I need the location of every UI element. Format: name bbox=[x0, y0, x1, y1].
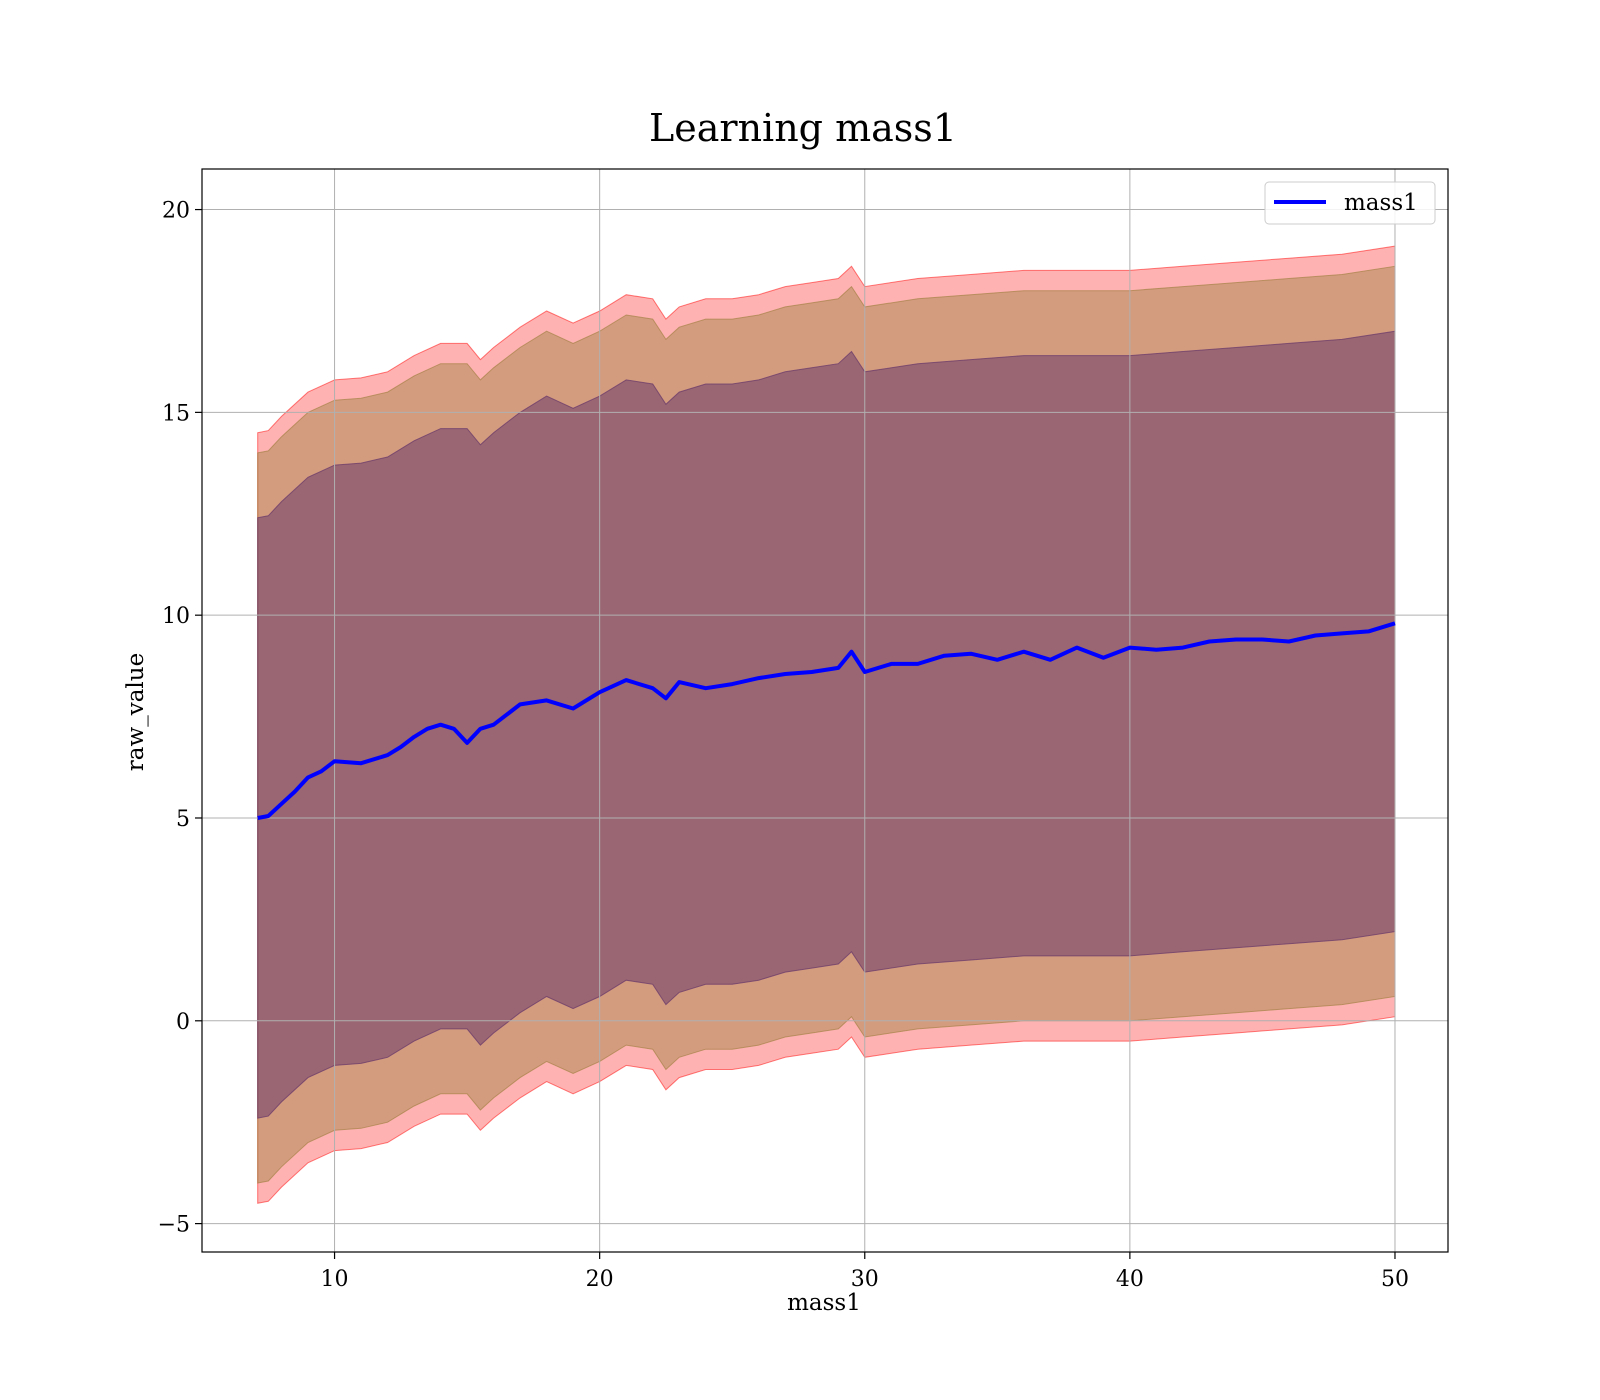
grid bbox=[202, 169, 1448, 1252]
x-tick-label: 30 bbox=[851, 1267, 879, 1292]
confidence-bands bbox=[257, 245, 1396, 1204]
legend: mass1 bbox=[1264, 181, 1436, 225]
x-axis: 10 20 30 40 50 bbox=[321, 1252, 1409, 1292]
series-lines bbox=[257, 621, 1396, 820]
series-line-mass1 bbox=[257, 621, 1396, 820]
chart-title: Learning mass1 bbox=[649, 106, 957, 150]
x-axis-label: mass1 bbox=[787, 1290, 861, 1316]
plot-area-frame bbox=[201, 168, 1449, 1253]
legend-label-mass1: mass1 bbox=[1344, 190, 1418, 216]
y-tick-label: −5 bbox=[158, 1213, 190, 1238]
y-axis-label: raw_value bbox=[123, 653, 149, 771]
legend-box bbox=[1264, 181, 1436, 225]
x-tick-label: 40 bbox=[1116, 1267, 1144, 1292]
x-tick-label: 10 bbox=[321, 1267, 349, 1292]
y-tick-label: 0 bbox=[176, 1010, 190, 1035]
x-tick-label: 20 bbox=[586, 1267, 614, 1292]
y-tick-label: 5 bbox=[176, 807, 190, 832]
y-axis: −5 0 5 10 15 20 bbox=[158, 199, 202, 1238]
x-tick-label: 50 bbox=[1381, 1267, 1409, 1292]
y-tick-label: 20 bbox=[162, 199, 190, 224]
y-tick-label: 10 bbox=[162, 604, 190, 629]
y-tick-label: 15 bbox=[162, 401, 190, 426]
